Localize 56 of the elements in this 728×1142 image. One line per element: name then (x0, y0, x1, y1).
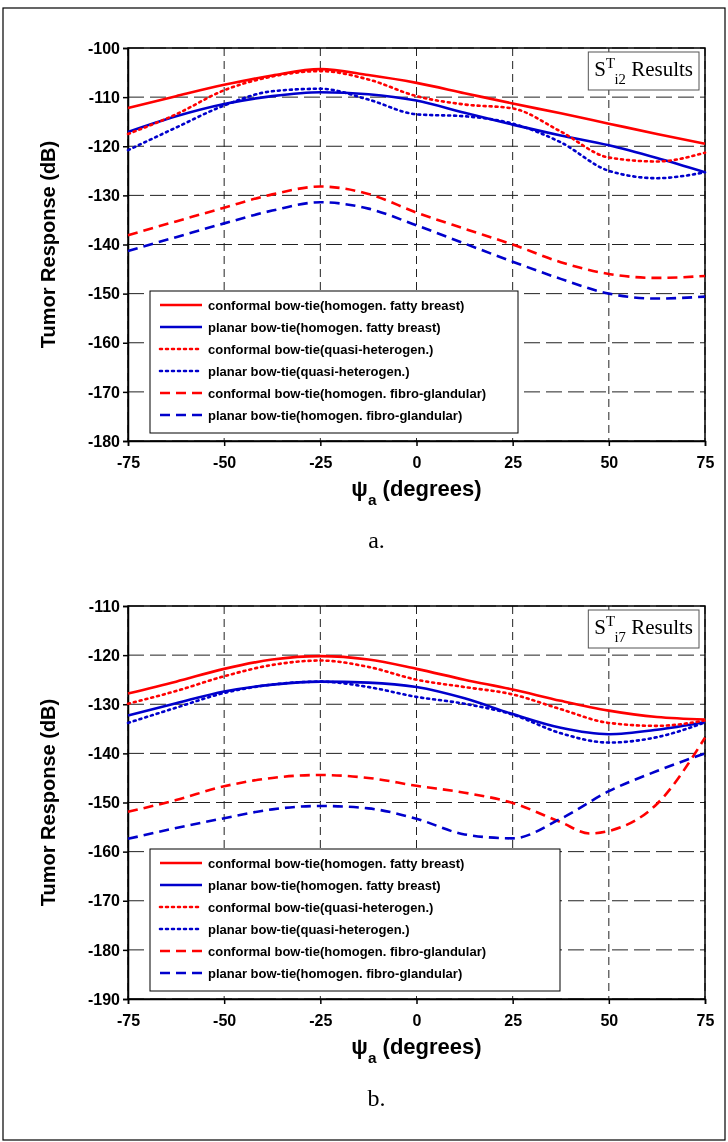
x-tick-label: 50 (600, 454, 619, 472)
x-tick-label: -25 (309, 1012, 333, 1030)
line-series (126, 185, 707, 280)
legend-label: conformal bow-tie(homogen. fatty breast) (208, 297, 465, 313)
y-axis-title: Tumor Response (dB) (37, 140, 59, 349)
y-tick-label: -150 (87, 794, 121, 812)
legend-label: conformal bow-tie(homogen. fatty breast) (208, 855, 465, 871)
x-tick-label: 75 (696, 454, 715, 472)
y-tick-label: -130 (87, 186, 121, 204)
y-tick-label: -140 (87, 236, 121, 254)
legend-label: planar bow-tie(homogen. fatty breast) (208, 877, 441, 893)
x-tick-label: -75 (116, 1012, 141, 1030)
x-tick-label: 75 (696, 1012, 715, 1030)
y-tick-label: -130 (87, 695, 121, 713)
legend-label: planar bow-tie(quasi-heterogen.) (208, 363, 410, 379)
line-series (126, 200, 707, 300)
y-tick-label: -190 (87, 990, 121, 1008)
x-tick-label: -50 (213, 1012, 237, 1030)
x-tick-label: 0 (412, 454, 422, 472)
text: b. (367, 1085, 386, 1111)
y-tick-label: -120 (87, 137, 121, 155)
legend-label: conformal bow-tie(homogen. fibro-glandular) (208, 385, 487, 401)
x-tick-label: 0 (412, 1012, 422, 1030)
y-tick-label: -160 (87, 334, 121, 352)
x-tick-label: -25 (309, 454, 333, 472)
y-tick-label: -170 (87, 383, 121, 401)
y-tick-label: -170 (87, 892, 121, 910)
x-axis-title: ψ$_{a}$ (degrees) (351, 476, 482, 508)
y-tick-label: -140 (87, 744, 121, 762)
y-axis-title: Tumor Response (dB) (37, 698, 59, 907)
x-tick-label: 25 (504, 454, 523, 472)
legend-label: conformal bow-tie(homogen. fibro-glandular) (208, 943, 487, 959)
y-tick-label: -180 (87, 432, 121, 450)
x-tick-label: 25 (504, 1012, 523, 1030)
annotation: S$^{T}$$_{i2}$ Results (594, 55, 693, 87)
legend-label: planar bow-tie(homogen. fatty breast) (208, 319, 441, 335)
y-tick-label: -110 (88, 88, 121, 106)
line-series (126, 736, 707, 835)
legend-label: planar bow-tie(homogen. fibro-glandular) (208, 407, 463, 423)
y-tick-label: -120 (87, 646, 121, 664)
legend-label: conformal bow-tie(quasi-heterogen.) (208, 341, 434, 357)
legend-label: conformal bow-tie(quasi-heterogen.) (208, 899, 434, 915)
annotation: S$^{T}$$_{i7}$ Results (594, 613, 693, 645)
legend-label: planar bow-tie(homogen. fibro-glandular) (208, 965, 463, 981)
y-tick-label: -180 (87, 941, 121, 959)
x-axis-title: ψ$_{a}$ (degrees) (351, 1034, 482, 1066)
legend-label: planar bow-tie(quasi-heterogen.) (208, 921, 410, 937)
x-tick-label: 50 (600, 1012, 619, 1030)
line-series (126, 752, 707, 841)
y-tick-label: -100 (87, 39, 121, 57)
y-tick-label: -110 (88, 597, 121, 615)
x-tick-label: -75 (116, 454, 141, 472)
text: a. (368, 527, 385, 553)
y-tick-label: -150 (87, 285, 121, 303)
y-tick-label: -160 (87, 843, 121, 861)
x-tick-label: -50 (213, 454, 237, 472)
